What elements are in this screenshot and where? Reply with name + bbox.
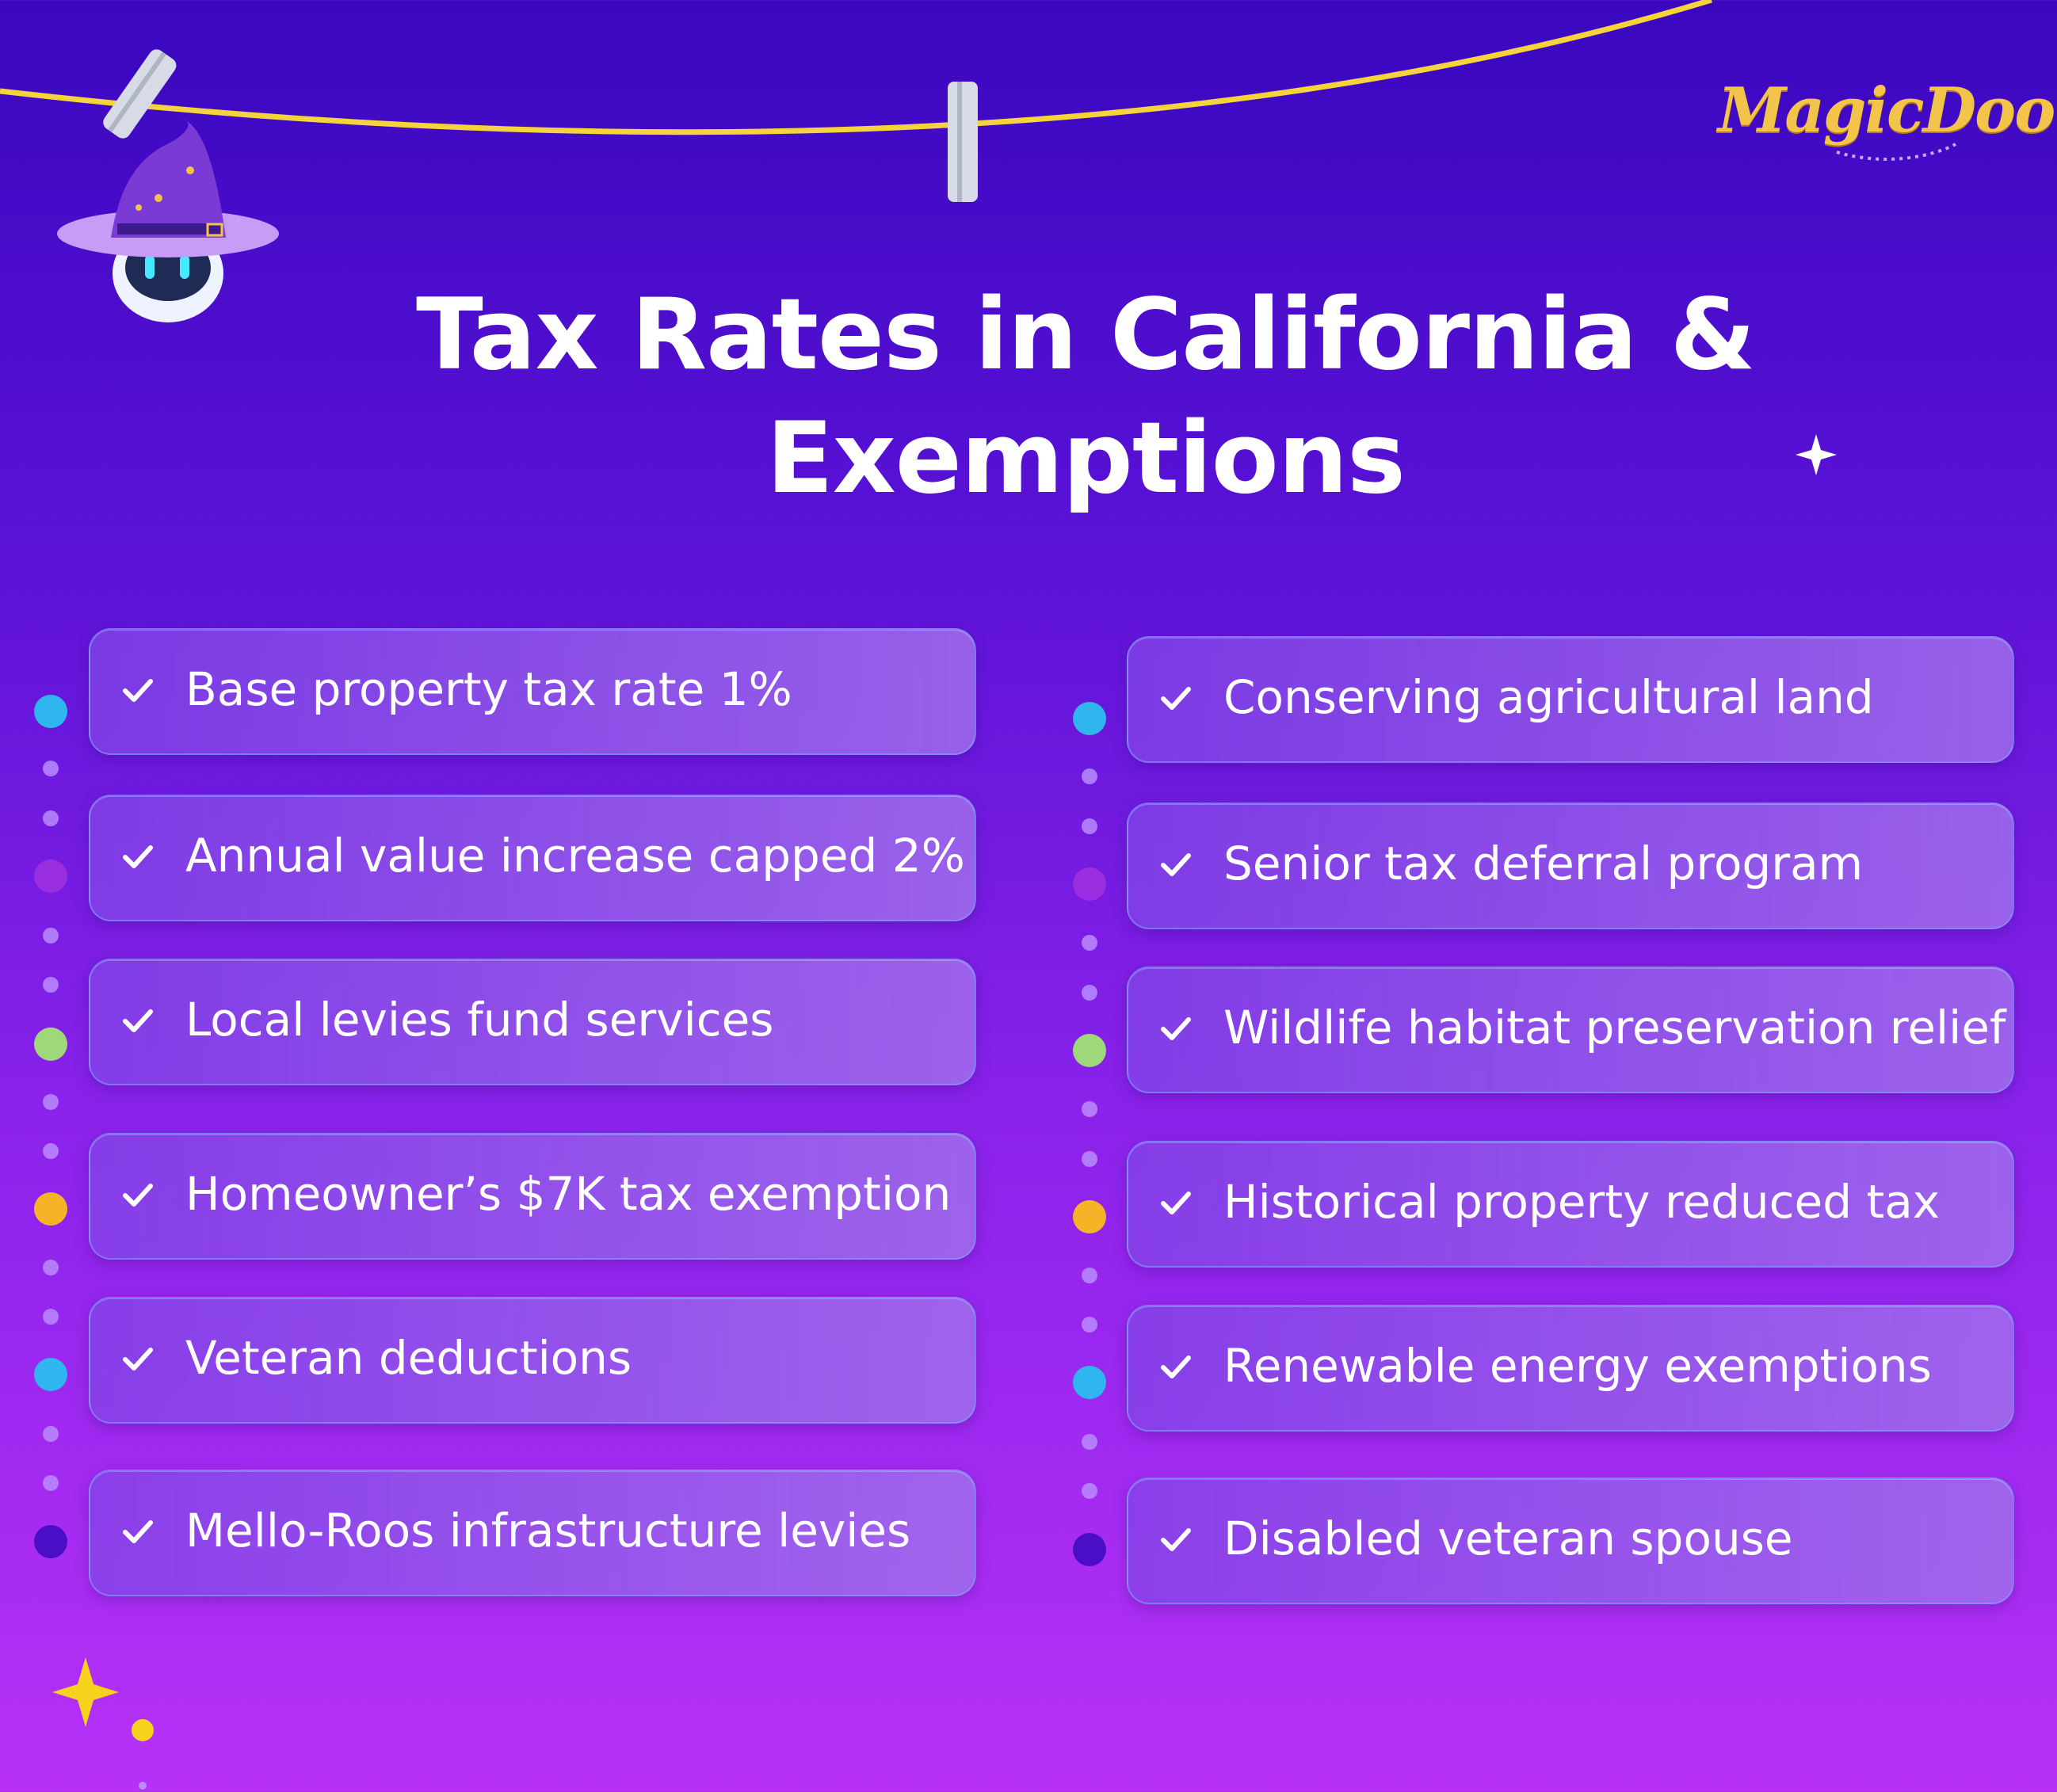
timeline-dot [1073, 1200, 1106, 1233]
timeline-dot-small [1082, 1101, 1097, 1117]
timeline-dot-small [43, 928, 59, 944]
timeline-dot [34, 695, 67, 728]
sparkle-dot [132, 1719, 154, 1741]
item-label: Conserving agricultural land [1223, 670, 1874, 724]
timeline-dot-small [1082, 818, 1097, 834]
timeline-dot-small [1082, 1151, 1097, 1167]
item-card-agricultural-land: Conserving agricultural land [1127, 636, 2014, 763]
item-label: Senior tax deferral program [1223, 837, 1864, 890]
clothesline [0, 0, 1713, 135]
clothespin-center [948, 82, 978, 202]
sparkle-icon [1796, 434, 1837, 475]
timeline-dot [34, 1525, 67, 1558]
check-icon [1161, 1017, 1191, 1040]
item-label: Homeowner’s $7K tax exemption [185, 1167, 952, 1221]
item-card-renewable-energy: Renewable energy exemptions [1127, 1305, 2014, 1432]
item-card-value-cap: Annual value increase capped 2% [89, 795, 976, 921]
check-icon [1161, 1355, 1191, 1378]
timeline-dot-small [43, 1260, 59, 1275]
timeline-dot [34, 1358, 67, 1391]
timeline-dot-small [43, 1426, 59, 1442]
item-card-historical-property: Historical property reduced tax [1127, 1141, 2014, 1268]
sparkle-icon [52, 1657, 119, 1727]
timeline-dot [34, 1028, 67, 1061]
timeline-dot-small [43, 1143, 59, 1159]
item-label: Historical property reduced tax [1223, 1175, 1941, 1229]
magicdoor-logo: MagicDoor [1718, 63, 2057, 174]
timeline-dot-small [43, 1475, 59, 1491]
item-label: Renewable energy exemptions [1223, 1339, 1932, 1393]
timeline-dot-small [43, 977, 59, 993]
timeline-dot-small [43, 1309, 59, 1325]
check-icon [1161, 687, 1191, 710]
item-card-mello-roos: Mello-Roos infrastructure levies [89, 1470, 976, 1596]
check-icon [1161, 1528, 1191, 1551]
timeline-dot-small [43, 761, 59, 776]
item-card-base-rate: Base property tax rate 1% [89, 628, 976, 755]
timeline-dot-small [1082, 1434, 1097, 1450]
logo-swoosh [1836, 143, 1956, 161]
timeline-dot [34, 860, 67, 893]
item-card-wildlife-habitat: Wildlife habitat preservation relief [1127, 967, 2014, 1093]
timeline-dot-small [43, 810, 59, 826]
item-label: Base property tax rate 1% [185, 662, 792, 716]
timeline-dot-small [1082, 1317, 1097, 1333]
timeline-dot-small [1082, 768, 1097, 784]
sparkle-dot [139, 1782, 147, 1790]
item-label: Veteran deductions [185, 1331, 632, 1385]
check-icon [123, 679, 153, 702]
item-card-senior-deferral: Senior tax deferral program [1127, 803, 2014, 929]
check-icon [123, 1348, 153, 1371]
clothespin-left [103, 49, 177, 139]
item-card-homeowner-exemption: Homeowner’s $7K tax exemption [89, 1133, 976, 1260]
page-title: Tax Rates in California & Exemptions [341, 273, 1830, 520]
timeline-dot [1073, 867, 1106, 901]
check-icon [123, 845, 153, 868]
timeline-dot-small [1082, 985, 1097, 1001]
timeline-dot-small [1082, 935, 1097, 951]
item-card-disabled-veteran-spouse: Disabled veteran spouse [1127, 1477, 2014, 1604]
item-card-veteran-deductions: Veteran deductions [89, 1297, 976, 1424]
timeline-dot [1073, 1366, 1106, 1399]
title-line-1: Tax Rates in California & [416, 278, 1756, 392]
item-label: Wildlife habitat preservation relief [1223, 1001, 2006, 1054]
check-icon [1161, 853, 1191, 876]
timeline-dot [1073, 1034, 1106, 1067]
timeline-dot [1073, 702, 1106, 735]
item-label: Disabled veteran spouse [1223, 1512, 1793, 1565]
check-icon [1161, 1191, 1191, 1214]
timeline-dot [34, 1192, 67, 1226]
item-label: Annual value increase capped 2% [185, 829, 965, 883]
title-line-2: Exemptions [766, 402, 1406, 516]
item-card-local-levies: Local levies fund services [89, 959, 976, 1085]
timeline-dot [1073, 1533, 1106, 1566]
timeline-dot-small [43, 1094, 59, 1110]
item-label: Local levies fund services [185, 993, 774, 1047]
check-icon [123, 1009, 153, 1032]
logo-text: MagicDoor [1718, 74, 2057, 147]
check-icon [123, 1520, 153, 1543]
timeline-dot-small [1082, 1483, 1097, 1499]
wizard-robot-mascot [57, 119, 279, 322]
item-label: Mello-Roos infrastructure levies [185, 1504, 911, 1558]
check-icon [123, 1184, 153, 1207]
timeline-dot-small [1082, 1268, 1097, 1283]
